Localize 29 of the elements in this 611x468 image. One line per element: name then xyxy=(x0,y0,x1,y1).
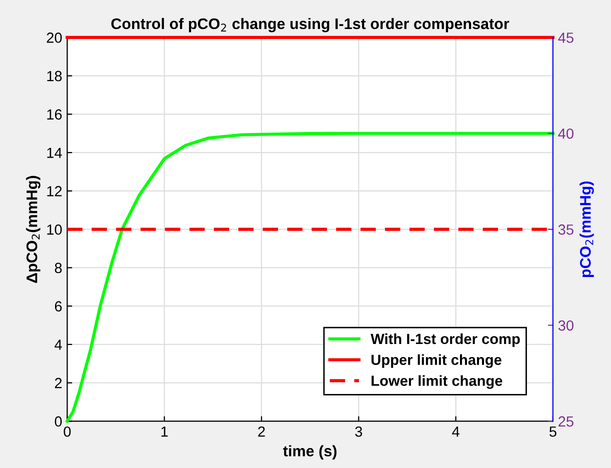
x-tick-label: 0 xyxy=(64,426,71,437)
x-tick-label: 2 xyxy=(258,426,265,437)
y2-axis-title: pCO$_{2}$(mmHg) xyxy=(580,181,594,278)
y-axis-title: ΔpCO$_{2}$(mmHg) xyxy=(26,176,40,283)
y-tick-label: 18 xyxy=(47,70,62,82)
x-tick-label: 5 xyxy=(549,426,556,437)
y2-tick-label: 25 xyxy=(558,416,574,427)
legend-label: Lower limit change xyxy=(372,375,502,389)
y-tick-label: 10 xyxy=(47,224,62,235)
y-tick-label: 16 xyxy=(47,109,62,120)
legend-label: With I-1st order comp xyxy=(370,333,520,347)
chart-title: Control of pCO$_{2}$ change using I-1st order compensator xyxy=(111,18,510,32)
y2-tick-label: 40 xyxy=(558,128,574,139)
y-tick-label: 20 xyxy=(46,32,62,43)
x-axis-title: time (s) xyxy=(283,445,336,460)
y-tick-label: 4 xyxy=(54,340,62,350)
legend-label: Upper limit change xyxy=(372,354,502,368)
y2-tick-label: 35 xyxy=(558,224,574,235)
x-tick-label: 4 xyxy=(452,426,460,437)
y-tick-label: 8 xyxy=(54,262,62,274)
y-tick-label: 2 xyxy=(54,378,62,388)
y-tick-label: 12 xyxy=(47,186,62,196)
y-tick-label: 0 xyxy=(54,416,62,427)
x-tick-label: 3 xyxy=(355,426,362,437)
y2-tick-label: 45 xyxy=(558,32,574,43)
y-tick-label: 6 xyxy=(54,301,62,312)
y2-tick-label: 30 xyxy=(558,320,574,331)
x-tick-label: 1 xyxy=(161,426,168,437)
y-tick-label: 14 xyxy=(47,148,62,158)
